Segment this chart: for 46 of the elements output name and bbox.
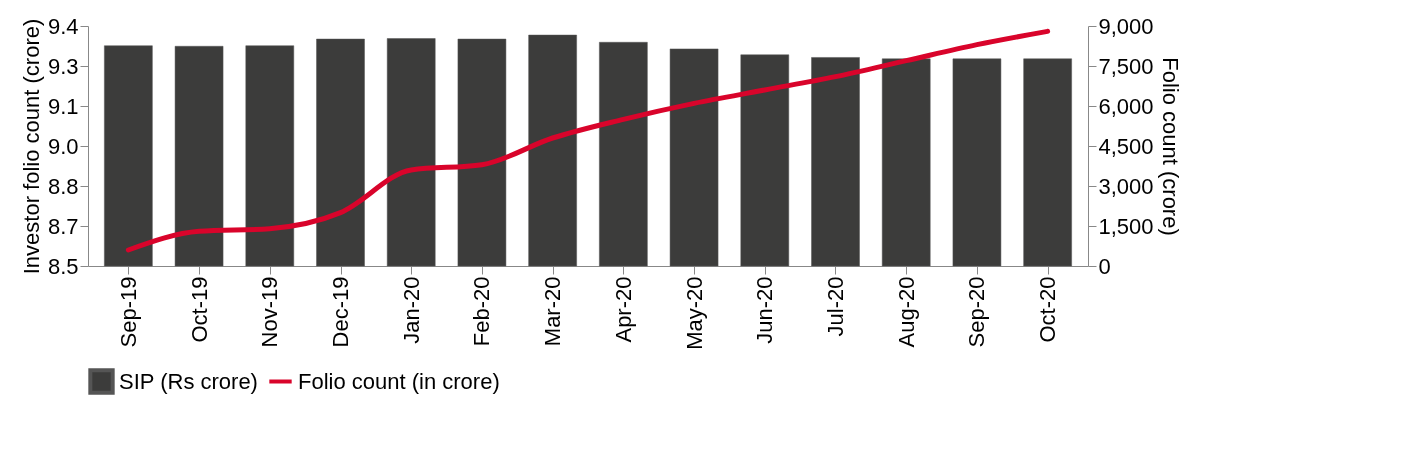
x-tick-label: Apr-20 — [610, 276, 636, 343]
x-tick-label: Dec-19 — [328, 276, 353, 348]
bar — [104, 45, 153, 267]
y-tick-label: 9.4 — [47, 13, 79, 39]
y-tick-label: 9.1 — [47, 93, 79, 119]
x-tick-label: Aug-20 — [893, 276, 919, 348]
bar — [881, 58, 931, 267]
legend-label: SIP (Rs crore) — [119, 368, 258, 394]
y-tick-label: 9.3 — [47, 53, 79, 79]
y2-tick-label: 9,000 — [1098, 13, 1154, 39]
y-tick-label: 9.0 — [47, 133, 79, 159]
x-tick-label: Jun-20 — [752, 276, 778, 344]
bar — [952, 58, 1002, 267]
x-tick-label: May-20 — [681, 276, 707, 350]
y2-tick-label: 4,500 — [1098, 133, 1154, 159]
bar — [528, 34, 577, 267]
bar — [386, 38, 436, 267]
legend-label: Folio count (in crore) — [298, 368, 500, 394]
x-tick-label: Sep-20 — [964, 276, 990, 348]
x-tick-label: Jul-20 — [823, 276, 848, 337]
y2-axis-title: Folio count (crore) — [1157, 57, 1183, 236]
y-axis-title: Investor folio count (crore) — [18, 18, 44, 275]
bar — [669, 48, 719, 267]
y-tick-label: 8.7 — [47, 213, 79, 239]
bar — [174, 46, 224, 267]
x-tick-label: Nov-19 — [257, 276, 283, 348]
bar — [316, 38, 365, 267]
y-tick-label: 8.5 — [47, 253, 79, 279]
x-tick-label: Feb-20 — [469, 276, 495, 347]
bar — [457, 38, 507, 267]
bar — [1023, 58, 1072, 267]
x-tick-label: Sep-19 — [115, 276, 141, 348]
bar — [740, 54, 790, 267]
bar — [811, 57, 860, 267]
y2-tick-label: 1,500 — [1098, 213, 1154, 239]
bar — [599, 42, 648, 267]
x-tick-label: Oct-20 — [1035, 276, 1061, 343]
y2-tick-label: 7,500 — [1098, 53, 1154, 79]
y2-tick-label: 0 — [1098, 253, 1111, 279]
x-tick-label: Mar-20 — [540, 276, 566, 347]
bar — [245, 45, 295, 267]
y-tick-label: 8.8 — [47, 173, 79, 199]
x-tick-label: Oct-19 — [186, 276, 212, 343]
y2-tick-label: 6,000 — [1098, 93, 1154, 119]
x-tick-label: Jan-20 — [398, 276, 424, 344]
y2-tick-label: 3,000 — [1098, 173, 1154, 199]
